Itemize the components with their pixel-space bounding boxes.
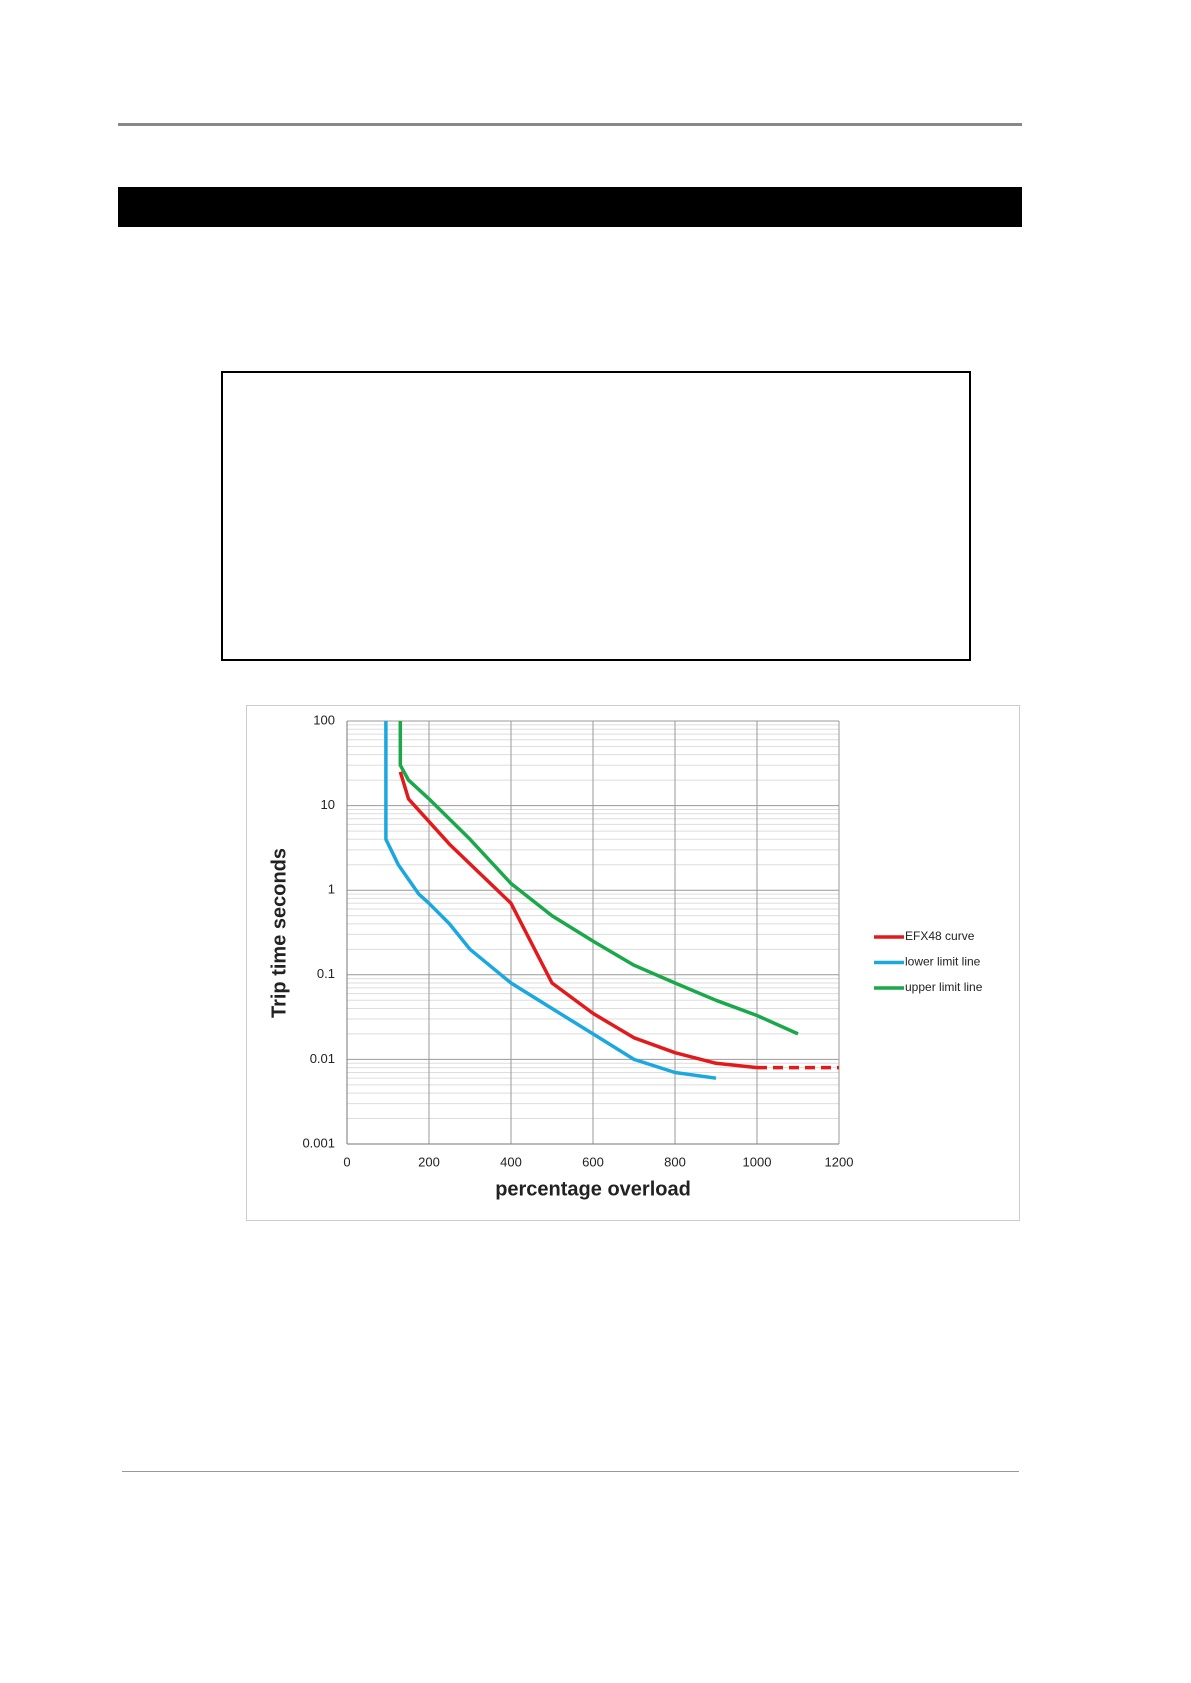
- chart-frame: [246, 705, 1020, 1221]
- y-tick-label: 0.001: [302, 1135, 335, 1150]
- series-line: [398, 721, 799, 1036]
- x-tick-label: 800: [664, 1154, 686, 1169]
- x-tick-label: 200: [418, 1154, 440, 1169]
- header-rule: [118, 123, 1022, 126]
- legend-label: upper limit line: [905, 980, 983, 994]
- empty-box: [221, 371, 971, 661]
- x-tick-label: 0: [343, 1154, 350, 1169]
- series-line: [398, 771, 758, 1070]
- legend-label: EFX48 curve: [905, 929, 975, 943]
- y-tick-label: 100: [313, 712, 335, 727]
- y-tick-label: 0.01: [310, 1051, 335, 1066]
- y-tick-label: 1: [328, 882, 335, 897]
- y-axis-title: Trip time seconds: [268, 848, 290, 1018]
- y-tick-label: 10: [321, 797, 335, 812]
- legend-label: lower limit line: [905, 955, 981, 969]
- y-tick-label: 0.1: [317, 966, 335, 981]
- x-tick-label: 600: [582, 1154, 604, 1169]
- x-tick-label: 1000: [743, 1154, 772, 1169]
- x-tick-label: 400: [500, 1154, 522, 1169]
- x-axis-title: percentage overload: [495, 1178, 691, 1200]
- x-tick-label: 1200: [825, 1154, 854, 1169]
- series-line: [384, 721, 717, 1080]
- section-bar: [118, 187, 1022, 227]
- footer-rule: [122, 1471, 1019, 1472]
